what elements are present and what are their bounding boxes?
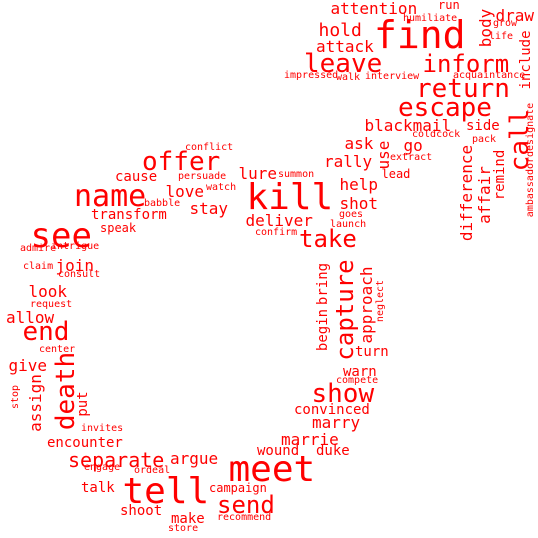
word-difference: difference bbox=[457, 144, 477, 242]
word-see: see bbox=[30, 216, 92, 256]
word-transform: transform bbox=[91, 207, 167, 223]
word-cause: cause bbox=[115, 169, 158, 185]
word-stop: stop bbox=[10, 384, 22, 410]
word-intrigue: intrigue bbox=[51, 241, 100, 252]
word-encounter: encounter bbox=[47, 435, 123, 451]
word-lure: lure bbox=[238, 164, 278, 183]
word-confirm: confirm bbox=[255, 227, 298, 238]
word-escape: escape bbox=[398, 93, 492, 123]
word-consult: consult bbox=[58, 269, 101, 280]
word-make: make bbox=[171, 511, 205, 527]
word-acquaintance: acquaintance bbox=[453, 70, 526, 81]
word-find: find bbox=[374, 13, 466, 57]
word-shot: shot bbox=[339, 194, 379, 213]
word-tell: tell bbox=[122, 471, 210, 512]
word-meet: meet bbox=[228, 449, 316, 490]
word-allow: allow bbox=[6, 308, 55, 327]
word-extract: extract bbox=[390, 152, 433, 163]
word-begin: begin bbox=[315, 308, 332, 352]
word-draw: draw bbox=[495, 6, 535, 25]
word-blackmail: blackmail bbox=[364, 116, 452, 135]
word-hold: hold bbox=[318, 20, 362, 41]
word-attack: attack bbox=[316, 37, 374, 56]
word-interview: interview bbox=[365, 71, 420, 82]
word-send: send bbox=[217, 491, 275, 519]
word-side: side bbox=[466, 118, 500, 134]
word-offer: offer bbox=[142, 147, 221, 177]
word-shoot: shoot bbox=[120, 503, 163, 519]
word-impressed: impressed bbox=[284, 70, 339, 81]
word-help: help bbox=[339, 175, 379, 194]
word-turn: turn bbox=[355, 344, 389, 360]
word-convinced: convinced bbox=[294, 402, 370, 418]
word-persuade: persuade bbox=[178, 171, 227, 182]
word-neglect: neglect bbox=[375, 279, 387, 323]
word-kill: kill bbox=[246, 177, 334, 218]
word-warn: warn bbox=[343, 364, 377, 380]
word-show: show bbox=[311, 379, 375, 409]
word-lead: lead bbox=[381, 167, 411, 181]
word-goes: goes bbox=[339, 209, 364, 220]
word-separate: separate bbox=[68, 448, 165, 472]
word-invites: invites bbox=[81, 423, 124, 434]
word-summon: summon bbox=[278, 169, 315, 180]
word-compete: compete bbox=[336, 375, 379, 386]
word-leave: leave bbox=[304, 49, 383, 79]
word-life: life bbox=[489, 31, 514, 42]
word-ask: ask bbox=[344, 134, 374, 153]
word-marry: marry bbox=[312, 413, 361, 432]
word-store: store bbox=[168, 523, 199, 534]
word-remind: remind bbox=[491, 149, 508, 201]
word-admire: admire bbox=[20, 243, 57, 254]
word-argue: argue bbox=[170, 449, 219, 468]
word-go: go bbox=[403, 136, 423, 155]
word-humiliate: humiliate bbox=[403, 13, 458, 24]
word-pack: pack bbox=[472, 134, 497, 145]
word-deliver: deliver bbox=[245, 211, 313, 230]
word-put: put bbox=[75, 391, 92, 417]
word-rally: rally bbox=[324, 152, 373, 171]
word-look: look bbox=[28, 282, 68, 301]
word-watch: watch bbox=[206, 182, 237, 193]
word-duke: duke bbox=[316, 443, 350, 459]
word-assign: assign bbox=[25, 374, 45, 432]
word-approach: approach bbox=[357, 266, 377, 344]
word-run: run bbox=[438, 0, 460, 12]
word-marrie: marrie bbox=[281, 430, 339, 449]
word-coldcock: coldcock bbox=[412, 129, 461, 140]
word-ambassadordesignate: ambassadordesignate bbox=[525, 102, 537, 218]
word-end: end bbox=[22, 317, 70, 347]
word-request: request bbox=[30, 299, 73, 310]
word-walk: walk bbox=[336, 72, 361, 83]
word-capture: capture bbox=[331, 259, 360, 361]
word-ordeal: ordeal bbox=[134, 465, 171, 476]
word-attention: attention bbox=[330, 0, 418, 18]
word-bring: bring bbox=[315, 262, 332, 306]
word-engage: engage bbox=[84, 462, 121, 473]
word-center: center bbox=[39, 344, 76, 355]
word-inform: inform bbox=[422, 50, 510, 78]
word-take: take bbox=[299, 225, 357, 253]
word-affair: affair bbox=[474, 166, 494, 224]
word-speak: speak bbox=[100, 221, 137, 235]
word-love: love bbox=[165, 182, 205, 201]
word-conflict: conflict bbox=[185, 142, 234, 153]
word-claim: claim bbox=[23, 261, 54, 272]
word-name: name bbox=[74, 179, 147, 214]
word-babble: babble bbox=[144, 198, 181, 209]
word-return: return bbox=[416, 74, 510, 104]
word-recommend: recommend bbox=[217, 512, 272, 523]
word-join: join bbox=[55, 256, 95, 275]
word-wound: wound bbox=[257, 443, 300, 459]
word-launch: launch bbox=[330, 219, 367, 230]
word-give: give bbox=[8, 356, 48, 375]
word-grow: grow bbox=[493, 18, 518, 29]
word-stay: stay bbox=[189, 199, 229, 218]
word-campaign: campaign bbox=[209, 481, 267, 495]
word-talk: talk bbox=[81, 480, 115, 496]
